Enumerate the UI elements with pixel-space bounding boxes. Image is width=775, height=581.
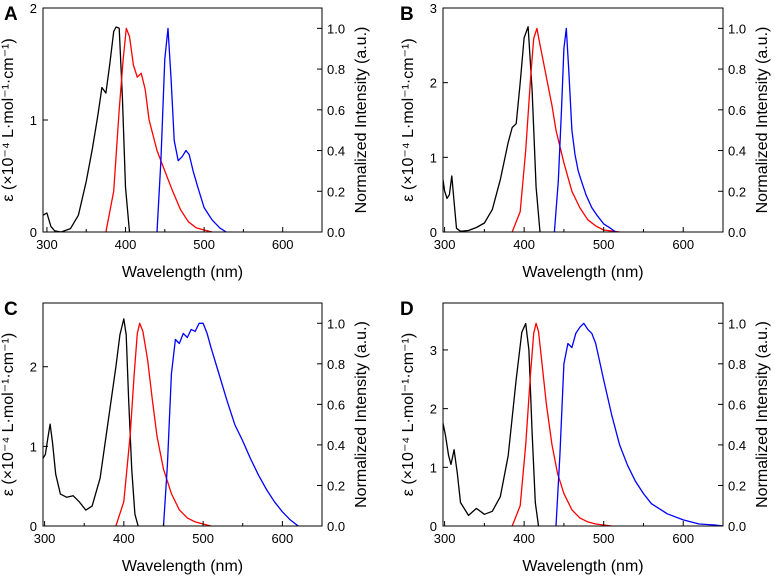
y-left-axis-title: ε (×10⁻⁴ L·mol⁻¹·cm⁻¹) [400, 38, 417, 201]
y-right-tick-label: 0.2 [728, 184, 746, 199]
x-tick-label: 300 [34, 531, 56, 546]
series-line-emission-1 [511, 27, 620, 232]
y-right-tick-label: 0.0 [728, 225, 746, 240]
y-left-tick-label: 3 [430, 1, 437, 16]
x-tick-label: 400 [513, 237, 535, 252]
y-right-tick-label: 0.2 [327, 478, 345, 493]
series-line-emission-1 [105, 27, 213, 232]
y-right-tick-label: 0.8 [728, 62, 746, 77]
series-group [443, 26, 620, 232]
y-left-tick-label: 1 [430, 460, 437, 475]
y-right-tick-label: 1.0 [327, 316, 345, 331]
y-left-tick-label: 1 [430, 150, 437, 165]
y-right-tick-label: 0.8 [728, 357, 746, 372]
x-tick-label: 300 [36, 237, 58, 252]
plot-frame [42, 302, 323, 527]
series-line-absorption [43, 26, 131, 232]
plot-frame [442, 7, 724, 233]
y-right-tick-label: 0.0 [327, 519, 345, 534]
y-right-axis-title: Normalized Intensity (a.u.) [353, 27, 370, 214]
series-line-emission-1 [115, 322, 212, 526]
x-tick-label: 500 [593, 237, 615, 252]
x-axis-title: Wavelength (nm) [122, 558, 243, 575]
x-tick-label: 400 [113, 531, 135, 546]
y-right-tick-label: 0.6 [728, 397, 746, 412]
x-axis-title: Wavelength (nm) [522, 558, 643, 575]
y-right-tick-label: 0.2 [327, 184, 345, 199]
y-left-tick-label: 0 [430, 519, 437, 534]
y-left-tick-label: 0 [30, 519, 37, 534]
series-line-emission-1 [511, 322, 612, 526]
y-right-axis-title: Normalized Intensity (a.u.) [754, 321, 771, 508]
y-right-tick-label: 0.4 [327, 438, 345, 453]
x-tick-label: 300 [434, 237, 456, 252]
y-left-tick-label: 2 [30, 360, 37, 375]
y-right-tick-label: 1.0 [327, 21, 345, 36]
panel-letter: B [400, 4, 414, 25]
x-tick-label: 600 [672, 237, 694, 252]
x-tick-label: 400 [513, 531, 535, 546]
y-left-tick-label: 2 [430, 76, 437, 91]
panel-d: D 300 400 500 600 0 1 2 3 0.0 0.2 0.4 0.6 0.8 1.0 Wavel… [400, 299, 771, 575]
series-line-absorption [443, 26, 541, 232]
series-line-emission-2 [156, 27, 227, 232]
series-line-absorption [43, 318, 139, 526]
x-tick-label: 600 [672, 531, 694, 546]
y-right-tick-label: 0.2 [728, 478, 746, 493]
y-left-tick-label: 2 [430, 402, 437, 417]
plot-frame [42, 7, 323, 233]
y-left-axis-title: ε (×10⁻⁴ L·mol⁻¹·cm⁻¹) [0, 38, 17, 201]
series-group [443, 322, 723, 526]
series-line-emission-2 [555, 322, 723, 526]
y-left-tick-label: 2 [30, 1, 37, 16]
y-right-axis-title: Normalized Intensity (a.u.) [353, 321, 370, 508]
y-right-tick-label: 0.4 [728, 144, 746, 159]
panel-b: B 300 400 500 600 0 1 2 3 0.0 0.2 0.4 0.6 0.8 1.0 Wavel… [400, 1, 771, 281]
x-tick-label: 500 [593, 531, 615, 546]
y-left-axis-title: ε (×10⁻⁴ L·mol⁻¹·cm⁻¹) [400, 333, 417, 496]
y-right-tick-label: 0.4 [728, 438, 746, 453]
plot-frame [442, 302, 724, 527]
x-tick-label: 300 [434, 531, 456, 546]
y-right-tick-label: 0.8 [327, 62, 345, 77]
x-tick-label: 500 [193, 237, 215, 252]
y-left-tick-label: 1 [30, 113, 37, 128]
y-right-axis-title: Normalized Intensity (a.u.) [754, 27, 771, 214]
x-axis-title: Wavelength (nm) [522, 264, 643, 281]
series-group [43, 318, 299, 526]
y-right-tick-label: 0.6 [327, 397, 345, 412]
y-left-tick-label: 0 [30, 225, 37, 240]
y-right-tick-label: 0.8 [327, 357, 345, 372]
y-left-tick-label: 0 [430, 225, 437, 240]
y-right-tick-label: 0.6 [327, 103, 345, 118]
panel-letter: D [400, 299, 414, 320]
y-left-axis-title: ε (×10⁻⁴ L·mol⁻¹·cm⁻¹) [0, 333, 17, 496]
y-left-tick-label: 1 [30, 439, 37, 454]
y-right-tick-label: 1.0 [728, 316, 746, 331]
x-tick-label: 400 [115, 237, 137, 252]
x-tick-label: 500 [192, 531, 214, 546]
x-tick-label: 600 [272, 531, 294, 546]
series-group [43, 26, 227, 232]
x-tick-label: 600 [272, 237, 294, 252]
y-right-tick-label: 0.6 [728, 103, 746, 118]
y-right-tick-label: 0.4 [327, 144, 345, 159]
series-line-emission-2 [553, 27, 616, 232]
series-line-absorption [443, 322, 540, 526]
x-axis-title: Wavelength (nm) [122, 264, 243, 281]
panel-letter: A [4, 4, 18, 25]
panel-c: C 300 400 500 600 0 1 2 0.0 0.2 0.4 0.6 0.8 1.0 Wavele… [0, 299, 370, 575]
series-line-emission-2 [162, 322, 299, 526]
panel-a: A 300 400 500 600 0 1 2 0.0 0.2 0.4 0.6 0.8 1.0 Wavele… [0, 1, 370, 281]
y-right-tick-label: 0.0 [728, 519, 746, 534]
y-left-tick-label: 3 [430, 343, 437, 358]
panel-letter: C [4, 299, 18, 320]
y-right-tick-label: 1.0 [728, 21, 746, 36]
y-right-tick-label: 0.0 [327, 225, 345, 240]
